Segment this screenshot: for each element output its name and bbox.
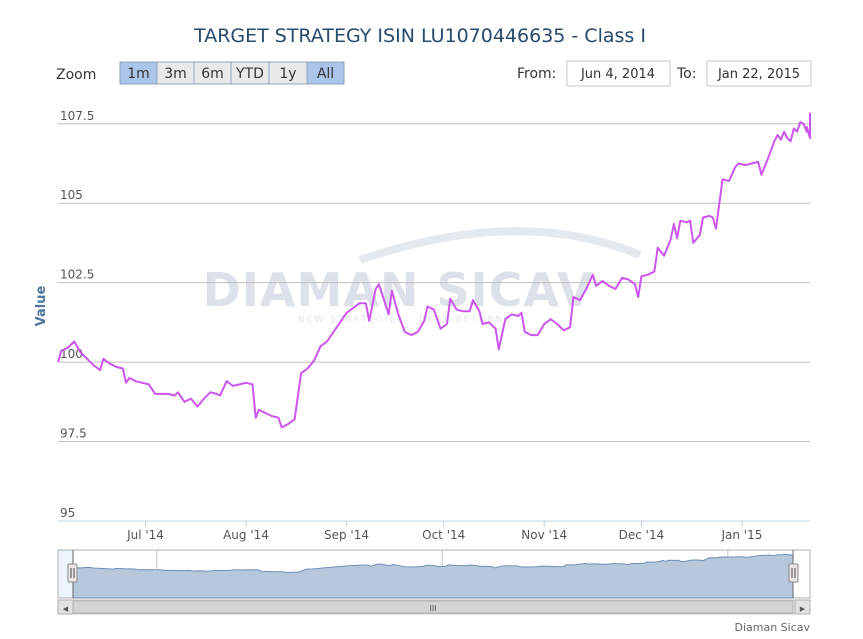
scrollbar-grip-icon: III bbox=[429, 604, 436, 613]
watermark-swoosh bbox=[358, 227, 642, 264]
scrollbar-right-button[interactable]: ▶ bbox=[794, 599, 811, 615]
watermark-text: DIAMAN SICAV bbox=[203, 263, 594, 317]
y-tick-label: 97.5 bbox=[60, 427, 87, 441]
x-tick-label: Jul '14 bbox=[126, 528, 164, 542]
range-button-group: 1m 3m 6m YTD 1y All bbox=[119, 61, 345, 85]
range-selector: Zoom 1m 3m 6m YTD 1y All bbox=[56, 61, 345, 85]
range-button-label: 6m bbox=[201, 66, 224, 82]
from-date-input[interactable]: Jun 4, 2014 bbox=[566, 60, 671, 87]
chart-title: TARGET STRATEGY ISIN LU1070446635 - Clas… bbox=[193, 25, 646, 47]
scrollbar[interactable]: III ◀ ▶ bbox=[57, 599, 811, 615]
arrow-right-icon: ▶ bbox=[800, 605, 806, 613]
to-date-value: Jan 22, 2015 bbox=[717, 67, 800, 82]
y-tick-label: 105 bbox=[60, 188, 83, 202]
x-tick-label: Dec '14 bbox=[619, 528, 665, 542]
navigator-left-handle[interactable] bbox=[67, 563, 78, 583]
x-axis-ticks: Jul '14 Aug '14 Sep '14 Oct '14 Nov '14 Dec '… bbox=[126, 521, 762, 542]
watermark-tagline: NEW STRATEGIES . BEST RETURNS bbox=[298, 315, 512, 325]
y-axis-ticks: 95 97.5 100 102.5 105 107.5 bbox=[60, 109, 94, 520]
to-label: To: bbox=[676, 66, 696, 82]
range-button-6m[interactable]: 6m bbox=[193, 61, 232, 85]
zoom-label: Zoom bbox=[56, 67, 96, 83]
arrow-left-icon: ◀ bbox=[63, 605, 69, 613]
scrollbar-left-button[interactable]: ◀ bbox=[57, 599, 74, 615]
date-range-inputs: From: Jun 4, 2014 To: Jan 22, 2015 bbox=[517, 60, 812, 87]
x-tick-label: Nov '14 bbox=[521, 528, 567, 542]
x-tick-label: Sep '14 bbox=[324, 528, 369, 542]
x-tick-label: Oct '14 bbox=[422, 528, 465, 542]
range-button-label: 1y bbox=[279, 66, 296, 82]
y-tick-label: 95 bbox=[60, 506, 75, 520]
series-line bbox=[57, 112, 811, 429]
range-button-label: 1m bbox=[127, 66, 150, 82]
navigator-mask-left bbox=[58, 550, 73, 598]
range-button-label: All bbox=[317, 66, 334, 82]
y-tick-label: 102.5 bbox=[60, 268, 94, 282]
credits-link[interactable]: Diaman Sicav bbox=[734, 621, 810, 634]
y-axis-title: Value bbox=[34, 285, 49, 326]
from-label: From: bbox=[517, 66, 556, 82]
range-button-all[interactable]: All bbox=[306, 61, 345, 85]
range-button-ytd[interactable]: YTD bbox=[230, 61, 270, 85]
watermark: DIAMAN SICAV NEW STRATEGIES . BEST RETUR… bbox=[203, 227, 642, 325]
range-button-1y[interactable]: 1y bbox=[268, 61, 308, 85]
to-date-input[interactable]: Jan 22, 2015 bbox=[706, 60, 812, 87]
navigator-area bbox=[72, 553, 794, 599]
y-tick-label: 100 bbox=[60, 347, 83, 361]
y-tick-label: 107.5 bbox=[60, 109, 94, 123]
range-button-label: 3m bbox=[164, 66, 187, 82]
range-button-1m[interactable]: 1m bbox=[119, 61, 158, 85]
navigator-right-handle[interactable] bbox=[788, 563, 799, 583]
from-date-value: Jun 4, 2014 bbox=[580, 67, 655, 82]
range-button-label: YTD bbox=[235, 66, 264, 82]
x-tick-label: Aug '14 bbox=[223, 528, 269, 542]
x-tick-label: Jan '15 bbox=[720, 528, 762, 542]
range-button-3m[interactable]: 3m bbox=[156, 61, 195, 85]
